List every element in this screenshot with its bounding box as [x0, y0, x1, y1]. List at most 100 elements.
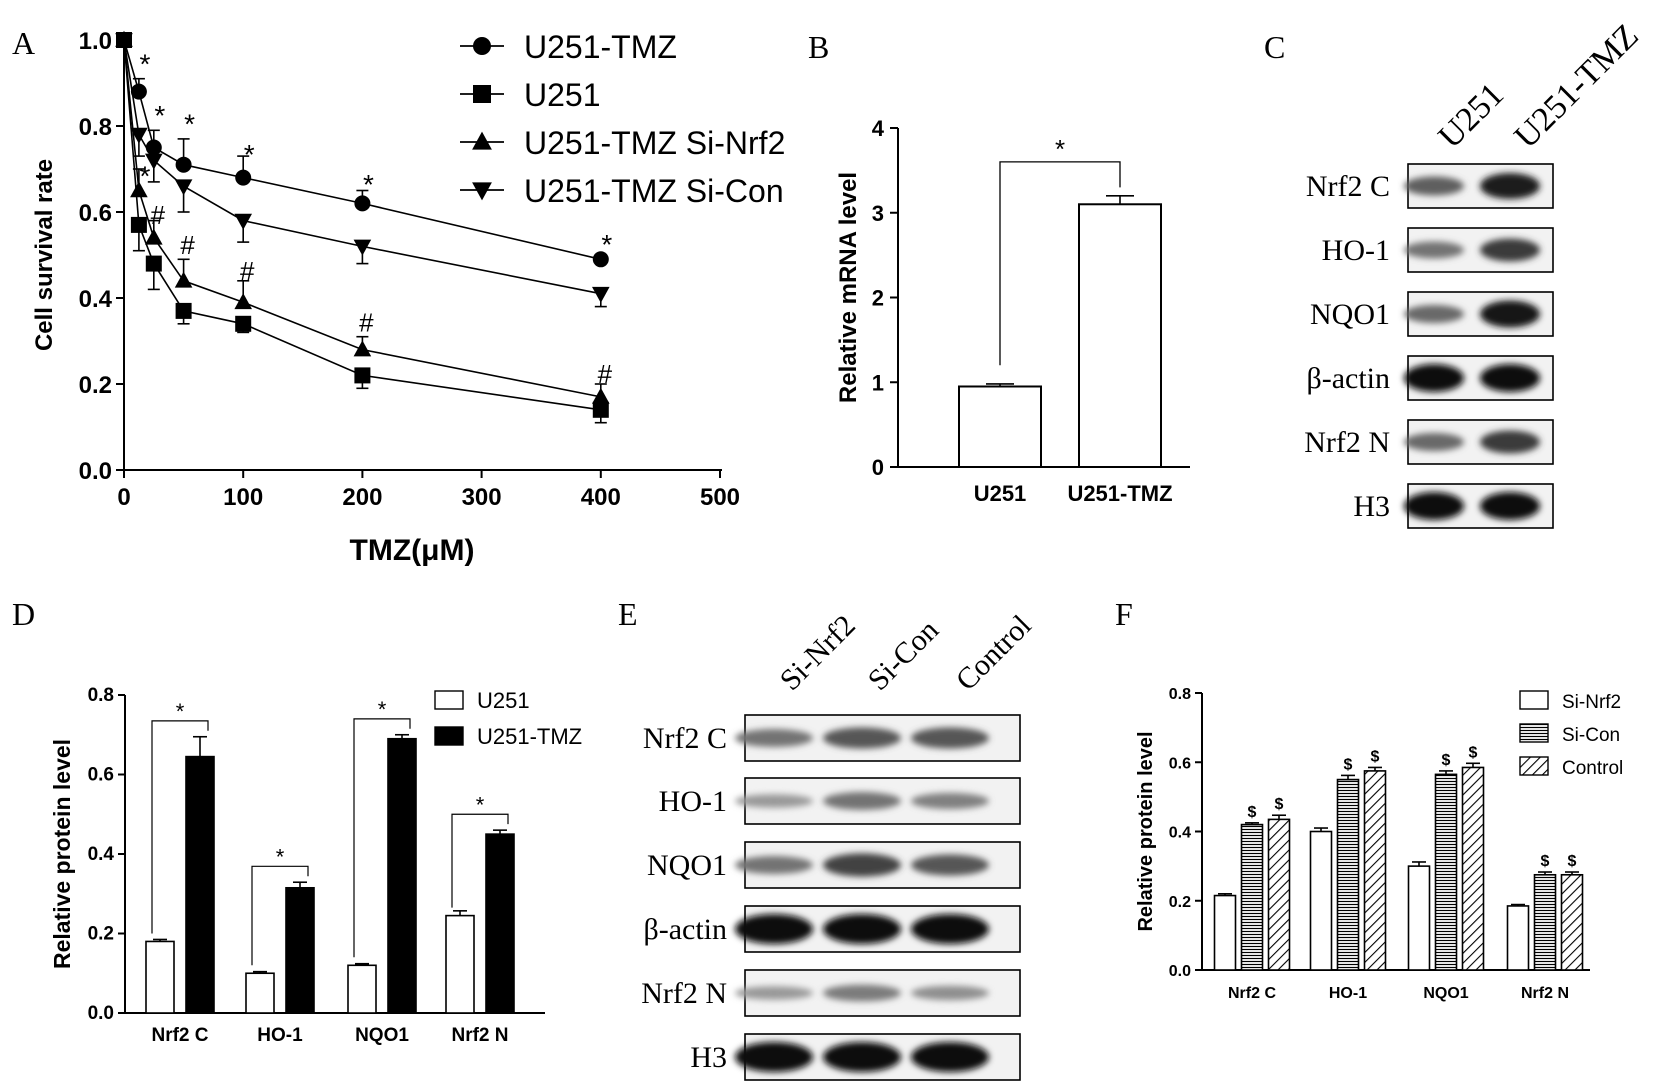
data-point [235, 315, 252, 332]
bar [485, 833, 515, 1014]
significance-bracket [451, 813, 509, 908]
x-tick-label: 500 [700, 484, 740, 511]
x-tick-label: U251-TMZ [1067, 481, 1172, 506]
panel-a-line-chart: 0.0 0.2 0.4 0.6 0.8 1.0 0 100 200 300 400 500 TMZ(μM… [31, 28, 785, 567]
x-tick-label: HO-1 [1329, 985, 1367, 1002]
significance-star: * [476, 792, 485, 817]
significance-dollar: $ [1541, 853, 1550, 870]
data-point [353, 239, 372, 256]
data-point [592, 286, 610, 303]
y-tick-label: 0.6 [79, 200, 112, 227]
bar [1267, 818, 1291, 971]
x-tick-label: 100 [223, 484, 263, 511]
bar [1309, 830, 1333, 971]
legend-label: U251-TMZ Si-Nrf2 [524, 125, 785, 161]
data-point [145, 139, 162, 156]
bar [387, 737, 417, 1014]
blot-row-label: β-actin [1306, 362, 1390, 395]
y-tick-label: 0.8 [88, 685, 114, 706]
blot-row-label: HO-1 [1322, 234, 1390, 267]
blot-band [735, 914, 813, 944]
bar [1461, 766, 1485, 971]
data-point [130, 127, 148, 144]
y-tick-label: 1 [872, 370, 884, 395]
data-point [234, 293, 252, 310]
lane-label: U251 [1431, 76, 1511, 156]
bar [1533, 873, 1557, 971]
bar [1434, 773, 1458, 971]
data-point [130, 181, 148, 198]
blot-band [1480, 492, 1540, 520]
lane-label: Si-Nrf2 [774, 609, 862, 697]
blot-row-label: Nrf2 C [1306, 170, 1390, 203]
data-point [130, 216, 147, 233]
blot-band [911, 1042, 989, 1072]
blot-band [1404, 305, 1464, 323]
significance-star: * [139, 160, 150, 191]
panel-e-western-blot: Si-Nrf2 Si-Con Control Nrf2 C HO-1 NQO1 β-acti… [641, 609, 1038, 1081]
y-tick-label: 0.0 [79, 458, 112, 485]
blot-band [823, 984, 901, 1002]
legend-label: U251-TMZ Si-Con [524, 173, 784, 209]
y-tick-label: 0 [872, 455, 884, 480]
legend-marker [472, 131, 492, 150]
legend-swatch [1519, 723, 1549, 743]
data-point [353, 340, 372, 357]
y-tick-label: 0.0 [1169, 963, 1191, 980]
x-tick-label: NQO1 [355, 1025, 409, 1046]
panel-label-d: D [12, 596, 35, 632]
x-tick-label: 400 [581, 484, 621, 511]
significance-bracket [353, 718, 411, 958]
blot-band [911, 914, 989, 944]
blot-band [735, 729, 813, 747]
bar [347, 964, 377, 1014]
blot-band [1480, 430, 1540, 454]
panel-label-a: A [12, 25, 35, 61]
significance-star: * [184, 109, 195, 140]
legend-swatch [1519, 690, 1549, 710]
significance-dollar: $ [1568, 853, 1577, 870]
y-tick-label: 0.4 [88, 844, 115, 865]
significance-dollar: $ [1248, 804, 1257, 821]
panel-b-bar-chart: 0 1 2 3 4 Relative mRNA level U251 U251-TMZ * [835, 116, 1190, 506]
x-tick-label: Nrf2 C [1228, 985, 1276, 1002]
significance-dollar: $ [1344, 756, 1353, 773]
significance-hash: # [240, 256, 255, 286]
blot-row-label: Nrf2 N [641, 977, 727, 1010]
legend-swatch [434, 726, 464, 746]
data-point [145, 255, 162, 272]
y-tick-label: 4 [872, 116, 885, 141]
blot-band [823, 1042, 901, 1072]
significance-hash: # [359, 308, 374, 338]
blot-band [1404, 492, 1464, 520]
data-point [145, 228, 163, 245]
data-point [592, 401, 609, 418]
blot-band [1480, 238, 1540, 262]
blot-band [1480, 364, 1540, 392]
blot-band [823, 727, 901, 749]
data-point [354, 195, 371, 212]
y-tick-label: 0.8 [1169, 686, 1191, 703]
legend-swatch [434, 690, 464, 710]
lane-label: Si-Con [862, 613, 945, 696]
y-axis-title: Cell survival rate [31, 159, 58, 351]
bar [1213, 894, 1237, 971]
y-tick-label: 0.2 [1169, 894, 1191, 911]
legend-label: Control [1562, 758, 1623, 779]
y-tick-label: 0.2 [79, 372, 112, 399]
panel-label-c: C [1264, 29, 1285, 65]
y-axis-title: Relative protein level [1135, 731, 1157, 931]
significance-hash: # [598, 359, 613, 389]
data-point [234, 213, 252, 230]
data-point [235, 169, 252, 186]
blot-band [823, 853, 901, 877]
x-axis-title: TMZ(μM) [350, 534, 475, 567]
legend-label: Si-Nrf2 [1562, 692, 1621, 713]
y-tick-label: 0.2 [88, 924, 114, 945]
y-tick-label: 0.0 [88, 1003, 114, 1024]
panel-d-bar-chart: 0.0 0.2 0.4 0.6 0.8 Relative protein level Nrf… [49, 685, 582, 1046]
bar-u251 [958, 385, 1042, 468]
significance-star: * [176, 699, 185, 724]
blot-band [911, 854, 989, 876]
blot-band [911, 985, 989, 1001]
